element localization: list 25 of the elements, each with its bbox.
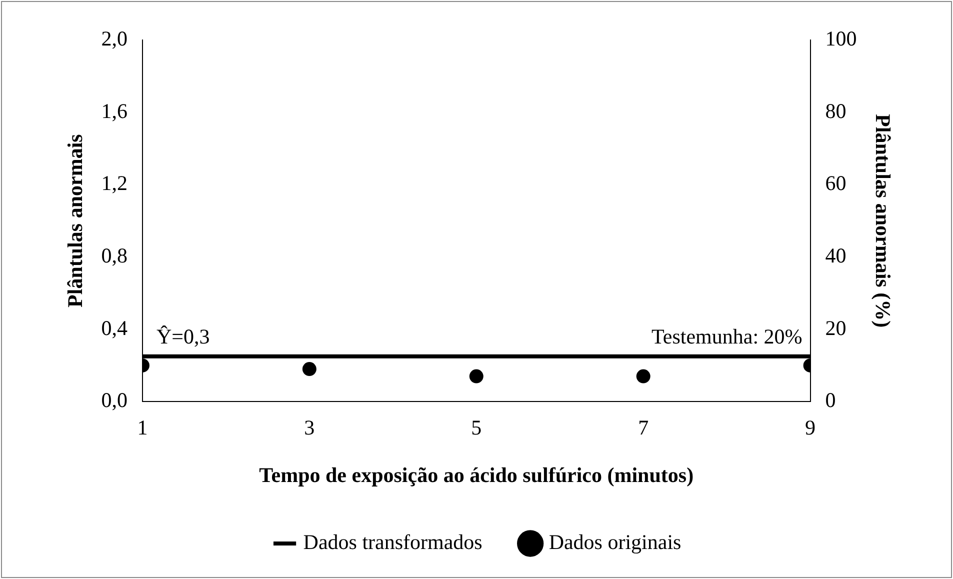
y2-tick-label: 60 [825,171,846,196]
y2-tick-label: 20 [825,316,846,340]
legend-label: Dados originais [548,530,682,554]
y2-tick-label: 0 [825,388,836,412]
y-tick-label: 1,6 [101,98,128,123]
x-tick-label: 1 [137,416,148,440]
y2-axis-title: Plântulas anormais (%) [870,114,895,328]
y2-tick-label: 80 [825,98,846,123]
x-tick-label: 7 [638,416,649,440]
x-tick-label: 9 [805,416,816,440]
x-tick-label: 5 [471,416,482,440]
y-axis-title: Plântulas anormais [63,134,88,308]
x-axis-title: Tempo de exposição ao ácido sulfúrico (minutos) [259,462,694,487]
y-tick-label: 0,8 [101,243,128,268]
legend-label: Dados transformados [303,530,482,554]
point [469,369,484,384]
y2-tick-label: 100 [825,26,857,51]
annotation: Testemunha: 20% [652,324,802,348]
annotation: Ŷ=0,3 [156,324,210,348]
y-tick-label: 0,4 [101,316,128,340]
x-tick-label: 3 [304,416,315,440]
y2-tick-label: 40 [825,243,846,268]
y-tick-label: 1,2 [101,171,128,196]
y-tick-label: 2,0 [101,26,128,51]
y-tick-label: 0,0 [101,388,128,412]
